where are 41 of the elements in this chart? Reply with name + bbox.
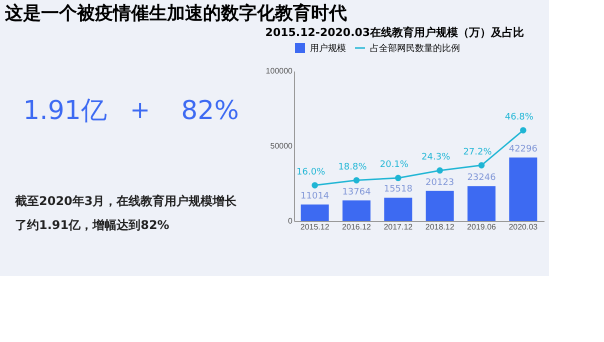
legend-label: 用户规模: [310, 43, 346, 54]
data-label: 27.2%: [463, 147, 492, 158]
chart-title: 2015.12-2020.03在线教育用户规模（万）及占比: [265, 26, 524, 39]
point: [395, 174, 402, 182]
bar: [384, 198, 412, 221]
data-label: 18.8%: [338, 162, 368, 172]
text: 82%: [181, 96, 239, 126]
y-tick-label: 100000: [266, 66, 294, 76]
data-label: 42296: [508, 144, 538, 155]
data-label: 11014: [300, 191, 330, 202]
data-label: 20123: [426, 178, 454, 188]
bar: [426, 190, 454, 221]
data-label: 13764: [342, 187, 372, 198]
y-tick-label: 50000: [270, 142, 294, 150]
text: 1.91亿: [23, 96, 107, 126]
point: [353, 177, 360, 184]
bar: [468, 186, 496, 221]
data-label: 46.8%: [504, 112, 534, 122]
text: 截至2020年3月，在线教育用户规模增长了约1.91亿，增幅达到82%: [14, 194, 238, 232]
data-label: 20.1%: [380, 160, 409, 170]
point: [520, 127, 526, 134]
point: [312, 182, 318, 188]
text: 这是一个被疫情催生加速的数字化教育时代: [4, 2, 347, 24]
data-label: 15518: [384, 184, 413, 195]
bar: [509, 158, 538, 221]
text: +: [130, 96, 150, 124]
data-label: 24.3%: [422, 152, 451, 162]
x-tick-label: 2019.06: [467, 222, 497, 232]
x-tick-label: 2018.12: [425, 222, 455, 232]
data-label: 16.0%: [296, 167, 326, 178]
bar: [342, 200, 370, 221]
legend-label: 占全部网民数量的比例: [370, 43, 460, 54]
point: [436, 167, 443, 174]
y-tick-label: 0: [288, 216, 294, 226]
x-tick-label: 2015.12: [300, 222, 330, 232]
point: [478, 162, 485, 168]
data-label: 23246: [467, 173, 496, 184]
x-tick-label: 2020.03: [508, 222, 538, 232]
x-tick-label: 2017.12: [384, 222, 414, 232]
x-tick-label: 2016.12: [342, 222, 372, 232]
bar: [300, 204, 329, 221]
